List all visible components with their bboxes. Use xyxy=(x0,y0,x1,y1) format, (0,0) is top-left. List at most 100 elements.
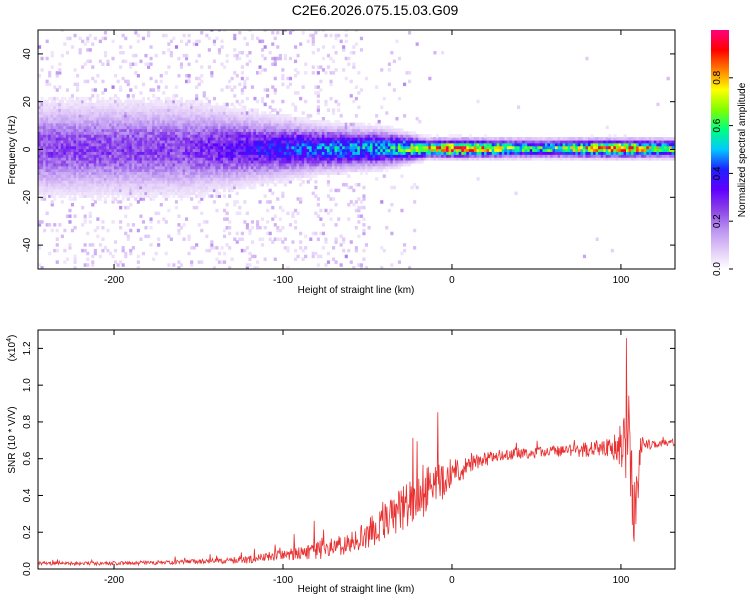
spectrogram-cell xyxy=(88,188,92,193)
spectrogram-cell xyxy=(228,231,232,236)
spectrogram-cell xyxy=(301,151,305,155)
spectrogram-cell xyxy=(195,99,199,104)
spectrogram-cell xyxy=(362,139,366,144)
spectrogram-cell xyxy=(329,165,333,170)
spectrogram-cell xyxy=(288,157,293,161)
spectrogram-cell xyxy=(367,226,371,230)
spectrogram-cell xyxy=(387,128,391,132)
spectrogram-cell xyxy=(288,151,293,155)
spectrogram-cell xyxy=(197,171,201,175)
spectrogram-cell xyxy=(380,125,384,130)
spectrogram-cell xyxy=(179,105,184,109)
spectrogram-cell xyxy=(400,148,404,152)
spectrogram-cell xyxy=(220,122,224,127)
spectrogram-cell xyxy=(136,174,140,178)
spectrogram-cell xyxy=(268,119,272,124)
spectrogram-cell xyxy=(86,111,90,115)
spectrogram-cell xyxy=(296,211,300,216)
spectrogram-cell xyxy=(190,105,194,109)
spectrogram-cell xyxy=(372,160,376,164)
spectrogram-cell xyxy=(294,160,298,164)
spectrogram-cell xyxy=(48,137,52,141)
spectrogram-cell xyxy=(88,214,92,218)
spectrogram-cell xyxy=(53,162,57,167)
spectrogram-cell xyxy=(359,160,364,164)
spectrogram-cell xyxy=(263,148,267,152)
spectrogram-cell xyxy=(278,117,282,121)
spectrogram-cell xyxy=(212,125,217,130)
spectrogram-cell xyxy=(197,183,201,187)
spectrogram-cell xyxy=(154,160,158,164)
spectrogram-cell xyxy=(256,171,260,175)
spectrogram-cell xyxy=(88,180,92,184)
spectrogram-cell xyxy=(53,157,57,161)
spectrogram-cell xyxy=(288,137,293,141)
spectrogram-cell xyxy=(70,105,75,109)
spectrogram-cell xyxy=(60,177,64,181)
spectrogram-cell xyxy=(187,180,191,184)
spectrogram-cell xyxy=(134,171,138,175)
spectrogram-cell xyxy=(152,105,156,109)
spectrogram-cell xyxy=(147,102,151,107)
spectrogram-cell xyxy=(352,134,356,138)
spectrogram-cell xyxy=(367,139,371,144)
spectrogram-cell xyxy=(48,128,52,132)
spectrogram-cell xyxy=(359,162,364,167)
spectrogram-cell xyxy=(134,114,138,118)
spectrogram-cell xyxy=(339,165,343,170)
spectrogram-cell xyxy=(377,142,381,147)
spectrogram-cell xyxy=(420,148,424,152)
spectrogram-cell xyxy=(60,200,64,204)
spectrogram-cell xyxy=(217,165,222,170)
spectrogram-cell xyxy=(157,137,161,141)
spectrogram-cell xyxy=(93,188,97,193)
spectrogram-cell xyxy=(233,128,237,132)
spectrogram-cell xyxy=(397,145,402,150)
spectrogram-cell xyxy=(195,117,199,121)
spectrogram-cell xyxy=(314,145,318,150)
spectrogram-cell xyxy=(179,145,184,150)
spectrogram-cell xyxy=(164,160,168,164)
spectrogram-cell xyxy=(397,151,402,155)
spectrogram-cell xyxy=(169,157,173,161)
spectrogram-cell xyxy=(40,157,44,161)
spectrogram-cell xyxy=(81,39,85,44)
spectrogram-cell xyxy=(98,134,102,138)
spectrogram-cell xyxy=(354,246,358,250)
spectrogram-cell xyxy=(273,162,277,167)
spectrogram-cell xyxy=(342,168,346,173)
spectrogram-cell xyxy=(111,137,115,141)
spectrogram-cell xyxy=(337,134,341,138)
spectrogram-cell xyxy=(301,137,305,141)
spectrogram-cell xyxy=(271,122,275,127)
spectrogram-cell xyxy=(395,148,399,152)
spectrogram-cell xyxy=(174,168,179,173)
spectrogram-cell xyxy=(55,119,59,124)
spectrogram-cell xyxy=(53,102,57,107)
spectrogram-cell xyxy=(73,165,77,170)
spectrogram-cell xyxy=(243,85,247,89)
spectrogram-cell xyxy=(116,200,120,204)
spectrogram-cell xyxy=(50,194,54,198)
spectrogram-cell xyxy=(182,191,186,196)
spectrogram-cell xyxy=(131,137,135,141)
spectrogram-cell xyxy=(60,30,64,32)
spectrogram-cell xyxy=(192,171,196,175)
spectrogram-cell xyxy=(370,154,374,158)
spectrogram-cell xyxy=(380,68,384,72)
spectrogram-cell xyxy=(45,171,49,175)
spectrogram-cell xyxy=(261,237,265,241)
spectrogram-cell xyxy=(63,137,67,141)
spectrogram-cell xyxy=(347,56,351,61)
spectrogram-cell xyxy=(174,119,179,124)
spectrogram-cell xyxy=(228,183,232,187)
spectrogram-cell xyxy=(116,79,120,84)
spectrogram-cell xyxy=(103,99,108,104)
spectrogram-cell xyxy=(106,111,110,115)
spectrogram-cell xyxy=(339,39,343,44)
spectrogram-cell xyxy=(273,145,277,150)
spectrogram-cell xyxy=(139,197,143,201)
spectrogram-cell xyxy=(164,197,168,201)
spectrogram-cell xyxy=(96,157,100,161)
spectrogram-cell xyxy=(271,142,275,147)
